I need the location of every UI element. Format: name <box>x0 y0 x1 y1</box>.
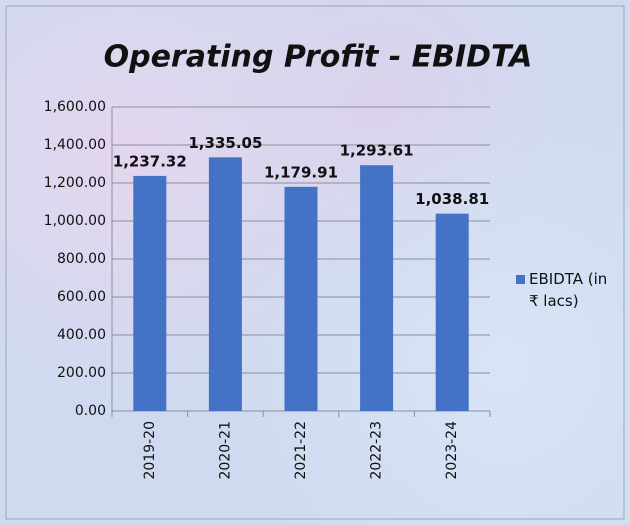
x-tick-label: 2022-23 <box>369 421 385 480</box>
x-tick-label: 2020-21 <box>217 421 233 480</box>
y-tick-label: 800.00 <box>57 251 106 267</box>
bar <box>133 175 167 411</box>
y-tick-label: 400.00 <box>57 327 106 343</box>
data-label: 1,237.32 <box>113 152 187 170</box>
data-label: 1,335.05 <box>188 134 262 152</box>
y-tick-label: 600.00 <box>57 289 106 305</box>
legend-label: EBIDTA (in ₹ lacs) <box>529 270 608 310</box>
y-tick-label: 0.00 <box>75 403 106 419</box>
bar <box>208 157 242 411</box>
y-tick-label: 1,600.00 <box>44 99 106 115</box>
chart-title: Operating Profit - EBIDTA <box>104 40 533 75</box>
y-tick-label: 1,000.00 <box>44 213 106 229</box>
y-tick-label: 200.00 <box>57 365 106 381</box>
y-tick-label: 1,200.00 <box>44 175 106 191</box>
chart-border <box>5 5 625 520</box>
y-tick-label: 1,400.00 <box>44 137 106 153</box>
data-label: 1,179.91 <box>264 163 338 181</box>
bar <box>360 165 394 411</box>
data-label: 1,293.61 <box>340 142 414 160</box>
bar <box>435 213 469 411</box>
x-tick-label: 2019-20 <box>142 421 158 480</box>
bar <box>284 186 318 411</box>
data-label: 1,038.81 <box>415 190 489 208</box>
x-tick-label: 2023-24 <box>444 421 460 480</box>
legend-swatch <box>516 275 525 284</box>
x-tick-label: 2021-22 <box>293 421 309 480</box>
